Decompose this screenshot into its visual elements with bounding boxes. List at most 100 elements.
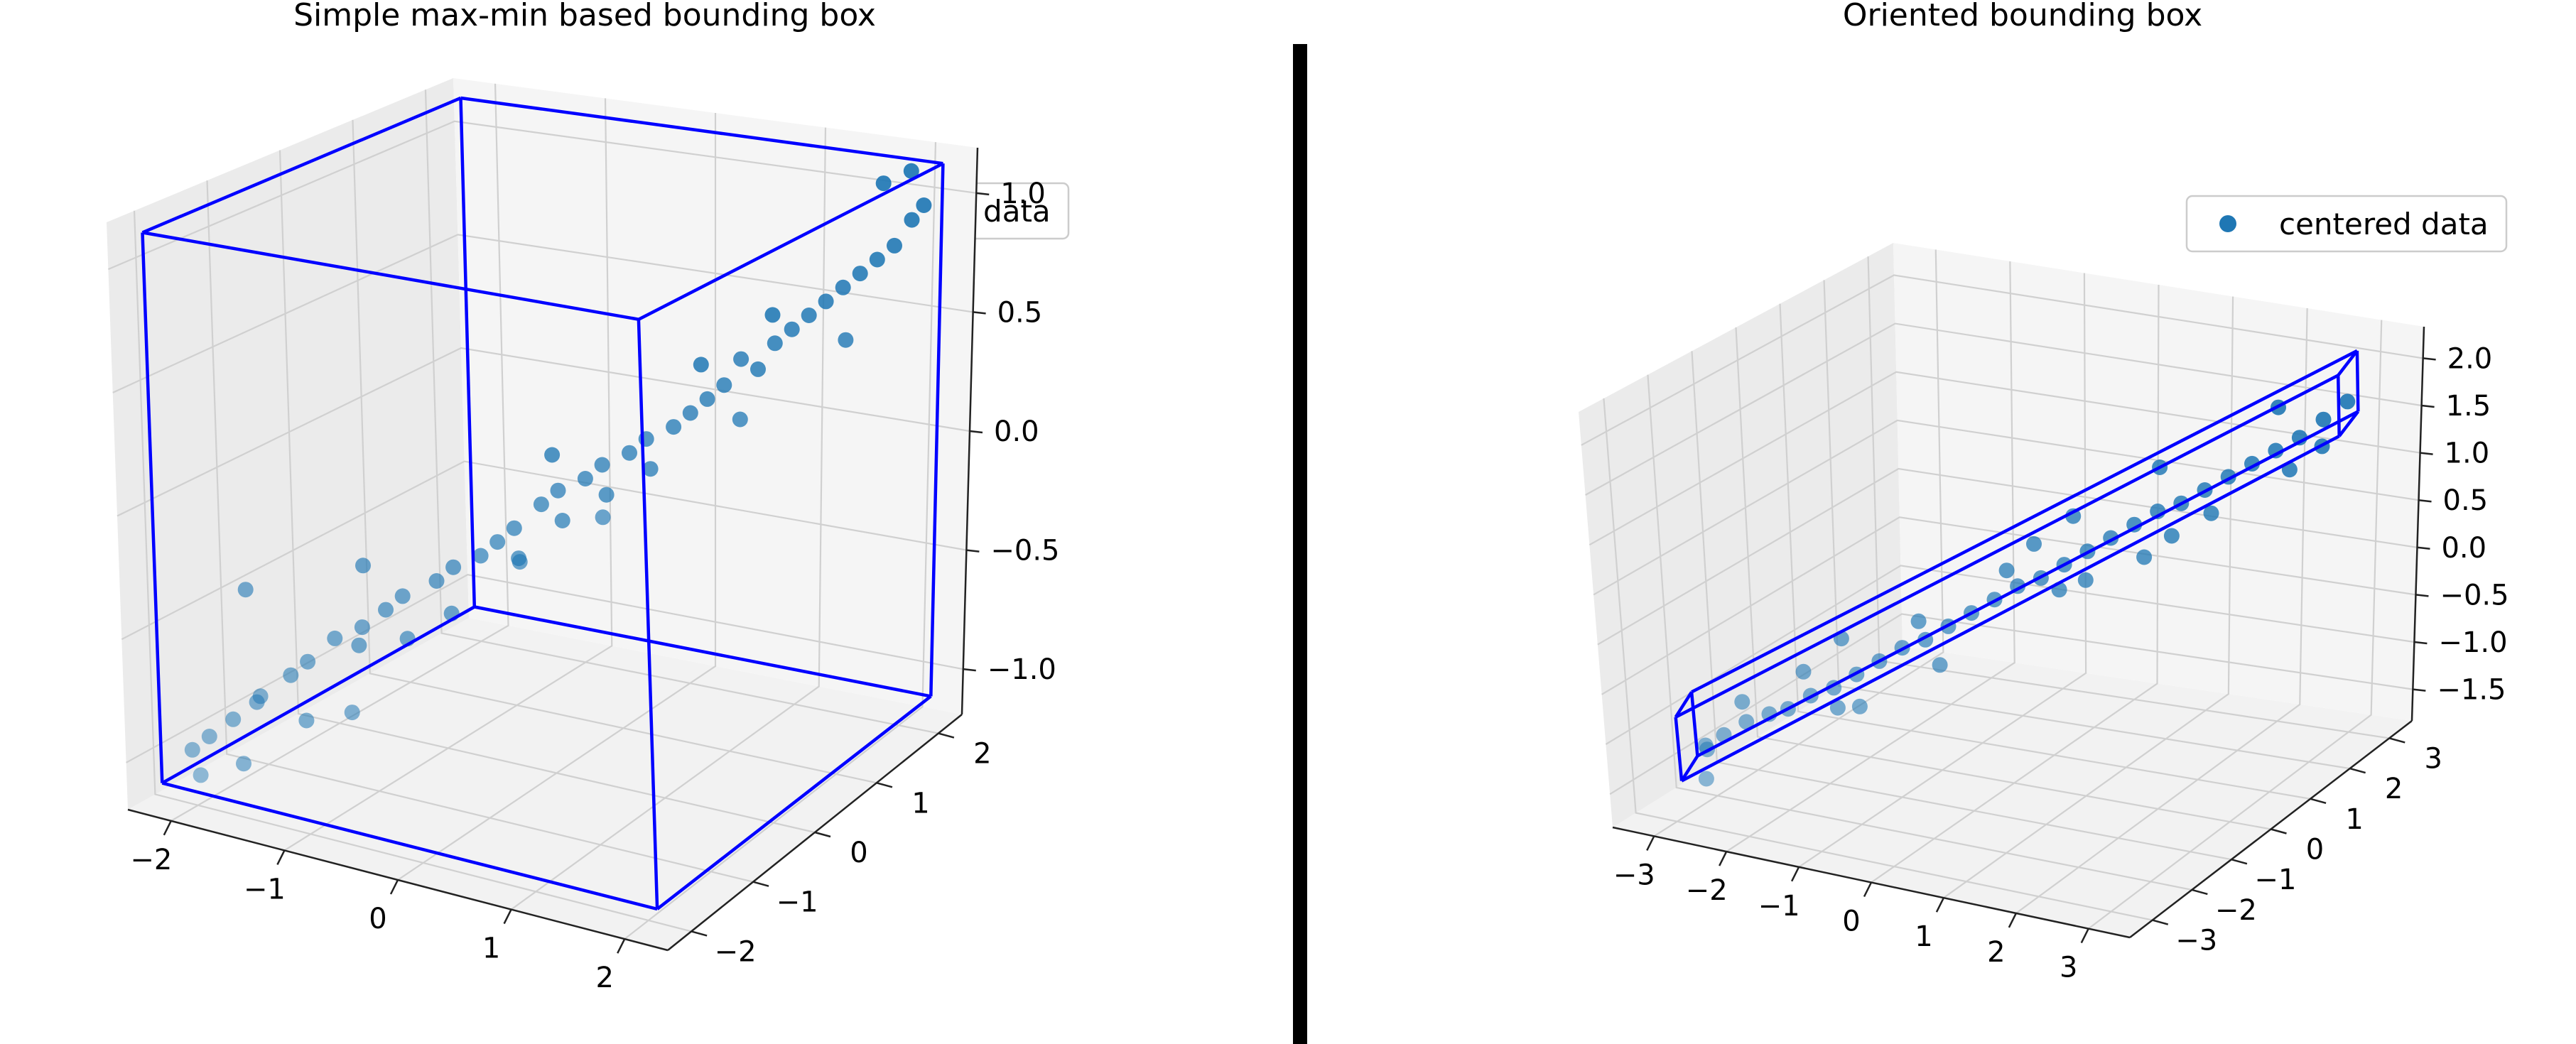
data-point [875, 175, 892, 192]
bounding-box-edge [2337, 349, 2359, 376]
gridline-x [624, 142, 937, 940]
gridline-x [397, 113, 717, 881]
z-tick-label: −1.0 [987, 653, 1056, 686]
z-tick-label: 0.0 [994, 415, 1039, 448]
gridline-x [1798, 273, 2087, 868]
legend: centered data [2185, 195, 2508, 253]
bounding-box-edge [459, 97, 477, 607]
data-point [1698, 771, 1714, 787]
gridline-z [1593, 419, 2419, 596]
x-tick [2080, 928, 2089, 944]
data-point [327, 630, 343, 646]
data-point [764, 307, 781, 323]
z-tick-label: −1.0 [2438, 626, 2507, 659]
z-tick [2421, 404, 2435, 408]
data-point [1910, 613, 1927, 629]
x-tick [276, 849, 286, 865]
data-point [838, 332, 854, 348]
z-tick [2423, 357, 2436, 361]
x-tick [1935, 897, 1945, 913]
z-tick-label: 0.0 [2441, 532, 2486, 565]
bounding-box-edge [460, 96, 943, 165]
data-point [2077, 572, 2094, 588]
gridline-x [171, 83, 509, 822]
z-tick-label: 0.5 [2443, 484, 2489, 517]
x-tick-label: 2 [595, 962, 613, 994]
x-tick-label: −3 [1613, 859, 1655, 891]
y-tick-label: −2 [715, 935, 757, 968]
data-point [887, 237, 902, 254]
gridline-z [1609, 613, 2413, 795]
x-tick [389, 879, 399, 895]
data-point [1851, 698, 1868, 714]
data-point [1998, 562, 2015, 579]
data-point [2203, 505, 2219, 521]
data-point [716, 377, 732, 393]
bounding-box-edge [141, 232, 164, 783]
plot-area: −2 −1 0 1 2 −2 −1 0 1 2 −1.0 −0.5 0.0 0.5 1.0 [107, 78, 1060, 994]
data-point [818, 293, 834, 310]
legend-marker-centered-data [2219, 215, 2236, 232]
data-point [1734, 694, 1750, 710]
bounding-box-edge [474, 605, 931, 698]
data-point [533, 496, 549, 513]
data-point [351, 637, 367, 653]
bounding-box-edge [2336, 375, 2341, 437]
data-point [550, 482, 566, 499]
data-point [1795, 663, 1812, 680]
data-point [2026, 535, 2042, 552]
y-tick [814, 831, 831, 838]
bounding-box-edge [929, 163, 945, 697]
gridline-y [1603, 398, 2153, 921]
data-point [869, 251, 885, 268]
data-point [201, 729, 217, 744]
data-point [184, 741, 200, 758]
chart-panel-oriented-bbox: Oriented bounding box centered data −3 −2… [1579, 0, 2509, 984]
z-axis-line [2410, 326, 2425, 722]
x-tick [1646, 835, 1655, 851]
data-point [784, 321, 800, 337]
bounding-box-edge [656, 695, 932, 910]
data-point [472, 548, 489, 564]
data-point [835, 279, 851, 295]
bounding-box-edge [141, 96, 462, 234]
y-tick-label: 3 [2425, 742, 2442, 775]
data-point [916, 197, 932, 213]
x-tick [1790, 866, 1800, 882]
data-point [193, 767, 209, 783]
y-tick-label: −3 [2175, 925, 2217, 957]
chart-title: Simple max-min based bounding box [293, 0, 876, 33]
data-point [693, 357, 709, 373]
gridline-z [107, 120, 977, 271]
data-point [1829, 700, 1846, 716]
data-point [512, 554, 528, 570]
z-tick-label: 2.0 [2447, 342, 2493, 375]
data-point [489, 534, 506, 550]
gridline-z [126, 574, 963, 763]
floor-pane [1613, 646, 2412, 937]
legend-frame [2185, 195, 2508, 253]
x-tick-label: −1 [1758, 890, 1800, 923]
data-point [378, 602, 394, 618]
x-tick-label: 1 [482, 932, 500, 965]
data-point [225, 711, 242, 727]
z-tick [973, 311, 986, 315]
data-point [354, 619, 370, 636]
data-point [767, 335, 783, 352]
bounding-box-edge [161, 605, 475, 785]
y-tick [938, 732, 955, 739]
data-point [544, 447, 561, 463]
gridline-z [1581, 274, 2423, 446]
bounding-box-edge [1680, 755, 1699, 782]
y-tick [2152, 919, 2169, 925]
data-point [598, 486, 615, 503]
bounding-box-edge [161, 781, 658, 911]
y-tick-label: −2 [2215, 894, 2257, 927]
panel-divider [1293, 44, 1307, 1044]
data-point [733, 351, 749, 367]
data-point [2163, 528, 2180, 544]
x-tick-label: 3 [2060, 952, 2077, 984]
z-tick [2417, 546, 2430, 550]
data-point [595, 509, 611, 526]
z-tick [969, 430, 983, 434]
